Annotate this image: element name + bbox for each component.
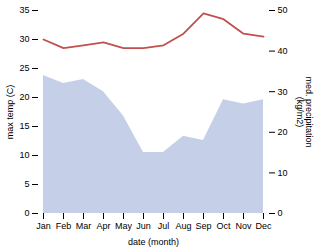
svg-text:10: 10 (19, 150, 29, 160)
svg-text:Jun: Jun (136, 221, 151, 231)
svg-text:Aug: Aug (175, 221, 191, 231)
svg-text:0: 0 (24, 208, 29, 218)
svg-text:20: 20 (19, 92, 29, 102)
svg-text:25: 25 (19, 63, 29, 73)
svg-text:40: 40 (278, 46, 288, 56)
svg-text:date (month): date (month) (128, 237, 179, 247)
svg-text:Dec: Dec (255, 221, 272, 231)
svg-text:Jan: Jan (36, 221, 51, 231)
svg-text:May: May (115, 221, 133, 231)
svg-text:Mar: Mar (76, 221, 92, 231)
svg-text:Jul: Jul (158, 221, 170, 231)
svg-text:5: 5 (24, 179, 29, 189)
svg-text:Oct: Oct (216, 221, 231, 231)
svg-text:med. precipitation(kg/m2): med. precipitation(kg/m2) (295, 76, 314, 147)
svg-text:15: 15 (19, 121, 29, 131)
svg-text:30: 30 (19, 34, 29, 44)
svg-text:30: 30 (278, 87, 288, 97)
svg-text:Feb: Feb (56, 221, 72, 231)
svg-text:10: 10 (278, 168, 288, 178)
svg-text:0: 0 (278, 208, 283, 218)
svg-text:35: 35 (19, 5, 29, 15)
svg-text:Apr: Apr (96, 221, 110, 231)
svg-text:max temp (C): max temp (C) (5, 85, 15, 140)
svg-text:50: 50 (278, 5, 288, 15)
svg-text:Nov: Nov (235, 221, 252, 231)
svg-text:20: 20 (278, 127, 288, 137)
svg-text:Sep: Sep (195, 221, 211, 231)
